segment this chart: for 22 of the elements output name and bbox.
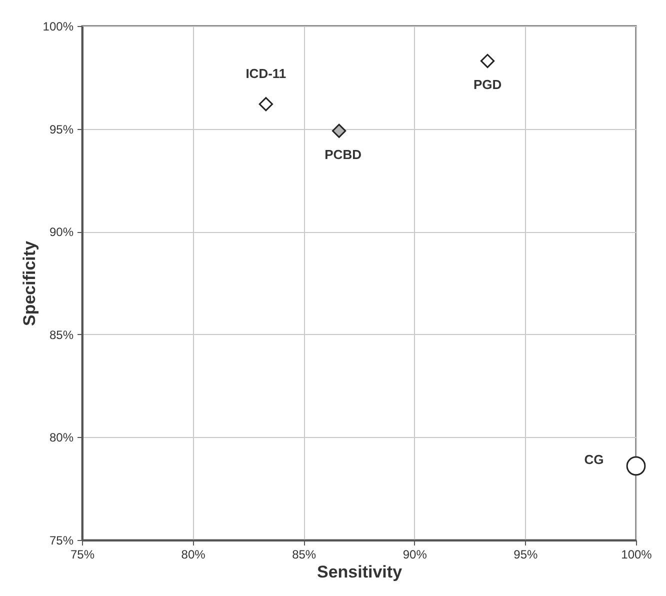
series-label: ICD-11: [246, 66, 286, 82]
series-label: CG: [584, 452, 604, 467]
point: [332, 124, 346, 138]
x-tick-label: 95%: [514, 548, 538, 562]
x-tick-label: 85%: [292, 548, 316, 562]
y-tick-label: 90%: [49, 225, 74, 240]
y-tick-label: 85%: [49, 328, 74, 342]
x-tick-label: 75%: [70, 548, 95, 562]
x-tick-label: 90%: [402, 548, 428, 562]
series-label: PGD: [473, 76, 502, 92]
y-tick-label: 95%: [49, 122, 74, 136]
y-tick-label: 75%: [49, 534, 74, 548]
point: [258, 97, 274, 112]
x-tick-label: 100%: [621, 548, 652, 562]
point: [480, 54, 495, 68]
y-axis-title: Specificity: [20, 240, 39, 326]
y-tick-label: 100%: [42, 20, 74, 34]
x-axis-title: Sensitivity: [316, 562, 403, 582]
x-tick-label: 80%: [181, 548, 206, 562]
point: [626, 456, 646, 476]
y-tick-label: 80%: [49, 430, 74, 445]
series-label: PCBD: [324, 146, 362, 162]
